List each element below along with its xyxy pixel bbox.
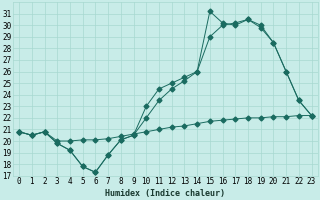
X-axis label: Humidex (Indice chaleur): Humidex (Indice chaleur) xyxy=(105,189,225,198)
